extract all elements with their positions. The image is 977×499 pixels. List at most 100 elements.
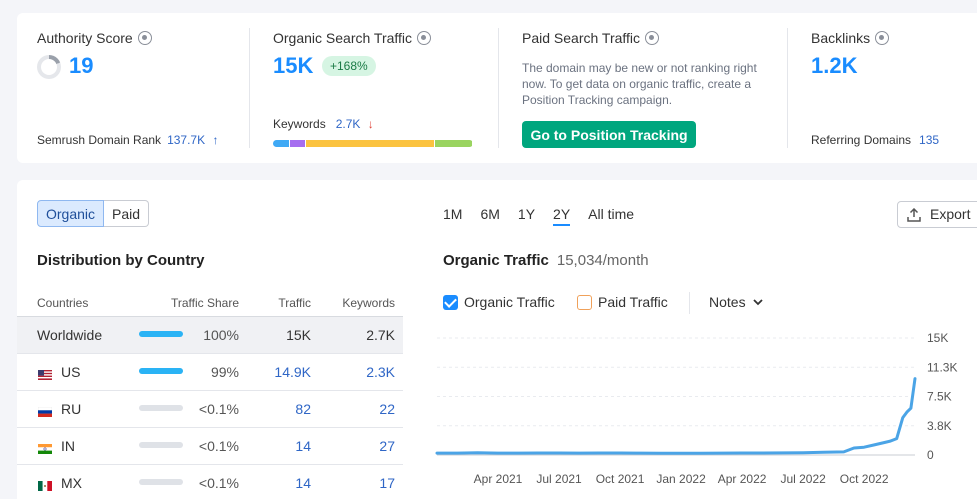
keywords-value[interactable]: 2.3K xyxy=(366,364,395,380)
ru-flag-icon xyxy=(37,404,53,417)
notes-dropdown[interactable]: Notes xyxy=(709,294,764,310)
authority-score-metric: Authority Score 19 Semrush Domain Rank 13… xyxy=(17,13,249,163)
chevron-down-icon xyxy=(752,299,763,306)
range-option[interactable]: 6M xyxy=(480,206,500,222)
traffic-share-bar xyxy=(139,479,183,485)
keyword-bar-segment[interactable] xyxy=(434,140,473,147)
arrow-up-icon: ↑ xyxy=(212,133,219,147)
info-icon[interactable] xyxy=(875,31,890,45)
in-flag-icon xyxy=(38,441,52,454)
range-option[interactable]: 2Y xyxy=(553,206,571,226)
domain-rank-value[interactable]: 137.7K xyxy=(167,133,206,147)
x-tick-label: Oct 2021 xyxy=(596,472,645,486)
traffic-share-value: <0.1% xyxy=(198,475,239,491)
divider xyxy=(249,28,250,148)
domain-rank-label: Semrush Domain Rank xyxy=(37,133,162,147)
range-option[interactable]: 1Y xyxy=(517,206,536,222)
keyword-bar-segment[interactable] xyxy=(289,140,306,147)
table-row[interactable]: IN <0.1% 14 27 xyxy=(17,427,403,464)
organic-traffic-chart-title: Organic Traffic xyxy=(443,252,549,269)
table-row[interactable]: RU <0.1% 82 22 xyxy=(17,390,403,427)
keyword-distribution-bar[interactable] xyxy=(273,140,473,147)
y-tick-label: 11.3K xyxy=(927,360,957,374)
organic-toggle-button[interactable]: Organic xyxy=(37,200,105,227)
table-row[interactable]: MX <0.1% 14 17 xyxy=(17,464,403,499)
traffic-card: Organic Paid Distribution by Country Cou… xyxy=(17,180,977,499)
traffic-value[interactable]: 14 xyxy=(295,438,311,454)
divider xyxy=(787,28,788,148)
info-icon[interactable] xyxy=(645,31,660,45)
authority-donut-icon xyxy=(37,55,61,79)
y-tick-label: 3.8K xyxy=(927,419,952,433)
column-header[interactable]: Keywords xyxy=(342,296,395,310)
keywords-value: 2.7K xyxy=(366,327,395,343)
legend-organic-label: Organic Traffic xyxy=(464,294,555,310)
column-header[interactable]: Traffic xyxy=(278,296,311,310)
traffic-share-value: 99% xyxy=(210,364,239,380)
paid-traffic-title: Paid Search Traffic xyxy=(522,30,641,46)
divider xyxy=(689,292,690,314)
x-tick-label: Jul 2021 xyxy=(536,472,582,486)
range-option[interactable]: All time xyxy=(588,206,635,222)
checkbox-checked-icon[interactable] xyxy=(443,294,458,310)
y-tick-label: 7.5K xyxy=(927,390,952,404)
export-icon xyxy=(907,208,921,222)
go-to-position-tracking-button[interactable]: Go to Position Tracking xyxy=(522,121,696,148)
organic-traffic-chart[interactable]: 15K 11.3K 7.5K 3.8K 0 Apr 2021 Jul 2021 Oct 202… xyxy=(431,320,971,499)
range-option[interactable]: 1M xyxy=(443,206,463,222)
x-tick-label: Jul 2022 xyxy=(780,472,826,486)
traffic-value: 15K xyxy=(286,327,311,343)
table-header: Countries Traffic Share Traffic Keywords xyxy=(17,290,403,314)
paid-toggle-button[interactable]: Paid xyxy=(104,200,150,227)
organic-paid-toggle: Organic Paid xyxy=(37,200,150,227)
notes-label: Notes xyxy=(709,294,746,310)
country-name: US xyxy=(61,364,81,380)
backlinks-title: Backlinks xyxy=(811,30,871,46)
legend-paid[interactable]: Paid Traffic xyxy=(577,294,668,310)
traffic-value[interactable]: 82 xyxy=(295,401,311,417)
organic-traffic-value[interactable]: 15K xyxy=(273,53,314,78)
info-icon[interactable] xyxy=(417,31,432,45)
keywords-value[interactable]: 17 xyxy=(379,475,395,491)
traffic-share-value: <0.1% xyxy=(198,438,239,454)
x-tick-label: Apr 2022 xyxy=(718,472,767,486)
keywords-value[interactable]: 2.7K xyxy=(335,117,361,131)
country-name: MX xyxy=(61,475,82,491)
country-name: Worldwide xyxy=(37,327,103,343)
table-row[interactable]: US 99% 14.9K 2.3K xyxy=(17,353,403,390)
x-tick-label: Oct 2022 xyxy=(840,472,889,486)
overview-card: Authority Score 19 Semrush Domain Rank 13… xyxy=(17,13,977,163)
info-icon[interactable] xyxy=(137,31,152,45)
traffic-share-bar xyxy=(139,368,183,374)
y-tick-label: 0 xyxy=(927,448,934,462)
traffic-value[interactable]: 14 xyxy=(295,475,311,491)
authority-score-value: 19 xyxy=(69,53,94,78)
keywords-value[interactable]: 27 xyxy=(379,438,395,454)
traffic-change-badge: +168% xyxy=(322,56,376,76)
column-header[interactable]: Traffic Share xyxy=(170,296,239,310)
x-tick-label: Apr 2021 xyxy=(474,472,523,486)
authority-score-title: Authority Score xyxy=(37,30,133,46)
referring-domains-value[interactable]: 135 xyxy=(919,133,940,147)
backlinks-value[interactable]: 1.2K xyxy=(811,53,858,78)
keywords-value[interactable]: 22 xyxy=(379,401,395,417)
legend-organic[interactable]: Organic Traffic xyxy=(443,294,555,310)
export-label: Export xyxy=(930,206,971,222)
traffic-share-bar xyxy=(139,405,183,411)
traffic-value[interactable]: 14.9K xyxy=(274,364,311,380)
keyword-bar-segment[interactable] xyxy=(273,140,289,147)
traffic-share-bar xyxy=(139,331,183,337)
export-button[interactable]: Export xyxy=(897,201,977,228)
organic-traffic-title: Organic Search Traffic xyxy=(273,30,413,46)
table-row[interactable]: Worldwide 100% 15K 2.7K xyxy=(17,316,403,353)
x-tick-label: Jan 2022 xyxy=(656,472,706,486)
organic-traffic-series-line[interactable] xyxy=(435,377,917,455)
checkbox-empty-icon[interactable] xyxy=(577,294,592,310)
us-flag-icon xyxy=(38,367,52,380)
y-tick-label: 15K xyxy=(927,331,948,345)
traffic-share-value: 100% xyxy=(203,327,239,343)
country-name: IN xyxy=(61,438,75,454)
traffic-share-value: <0.1% xyxy=(198,401,239,417)
keyword-bar-segment[interactable] xyxy=(306,140,434,147)
column-header: Countries xyxy=(37,296,89,310)
